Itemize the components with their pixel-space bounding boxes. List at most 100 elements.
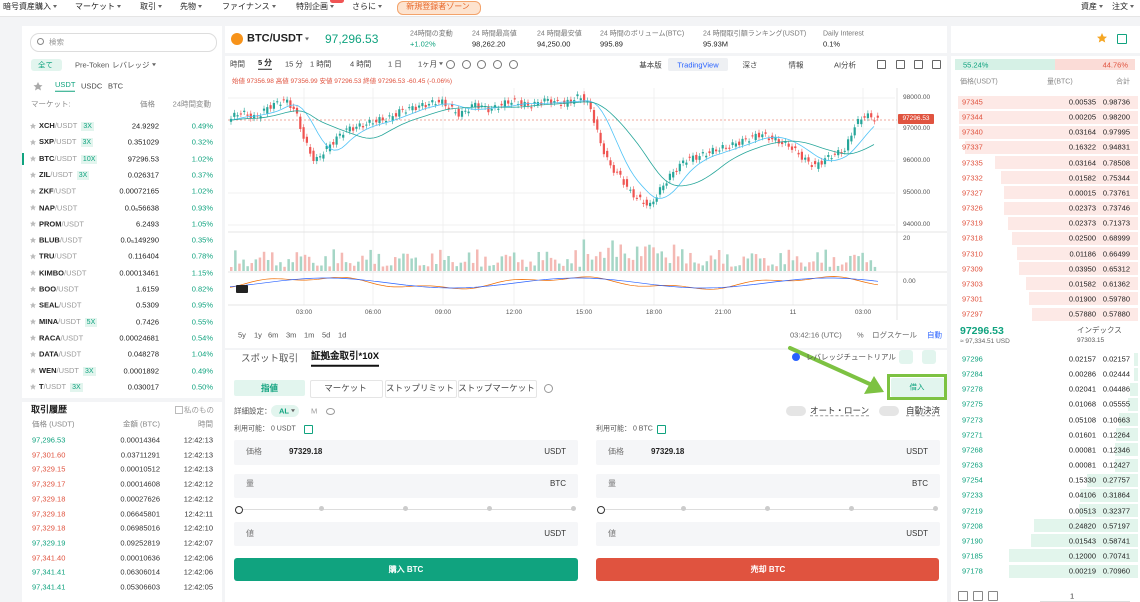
m-label[interactable]: M	[311, 406, 318, 416]
mine-check[interactable]	[175, 406, 183, 414]
market-row[interactable]: TRU/USDT	[39, 252, 77, 261]
percent-toggle[interactable]: %	[857, 330, 864, 340]
book-price[interactable]: 97273	[962, 414, 983, 424]
book-price[interactable]: 97233	[962, 490, 983, 500]
view-label[interactable]: 深さ	[742, 59, 758, 69]
order-type-label[interactable]: ストップマーケット	[458, 382, 535, 393]
promo-link[interactable]: 新規登録者ゾーン	[406, 2, 470, 11]
order-type-label[interactable]: ストップリミット	[385, 382, 455, 393]
market-row[interactable]: BLUB/USDT	[39, 236, 82, 244]
range-btn[interactable]: 1d	[338, 330, 347, 340]
book-price[interactable]: 97345	[962, 97, 983, 107]
nav-item[interactable]: 先物	[180, 3, 202, 11]
book-price[interactable]: 97275	[962, 399, 983, 409]
book-price[interactable]: 97296	[962, 354, 983, 364]
book-view-icon[interactable]	[973, 591, 983, 601]
settings-icon[interactable]	[922, 350, 936, 364]
slider-dot[interactable]	[933, 506, 938, 511]
log-toggle[interactable]: ログスケール	[872, 330, 917, 340]
nav-item[interactable]: 暗号資産購入	[3, 3, 57, 11]
order-type[interactable]	[458, 380, 537, 398]
book-price[interactable]: 97326	[962, 203, 983, 213]
tutorial-link[interactable]: レバレッジチュートリアル	[806, 352, 896, 362]
nav-item[interactable]: 特別企画	[296, 3, 334, 11]
settings-icon[interactable]	[899, 350, 913, 364]
market-row[interactable]: NAP/USDT	[39, 204, 77, 212]
view-label[interactable]: TradingView	[677, 59, 719, 69]
pair-name[interactable]: BTC/USDT	[247, 33, 309, 45]
book-price[interactable]: 97301	[962, 294, 983, 304]
market-tab[interactable]: 全て	[38, 60, 53, 70]
quote-tab[interactable]: BTC	[108, 81, 123, 91]
tool-icon[interactable]	[493, 60, 502, 69]
market-row[interactable]: XCH/USDT 3X	[39, 122, 94, 131]
book-price[interactable]: 97310	[962, 248, 983, 258]
mine-filter[interactable]: 私のもの	[184, 405, 214, 415]
nav-right[interactable]: 資産	[1081, 3, 1103, 11]
slider-dot[interactable]	[571, 506, 576, 511]
range-btn[interactable]: 5y	[238, 330, 246, 340]
toggle[interactable]	[879, 406, 899, 416]
tool-icon[interactable]	[446, 60, 455, 69]
view-btn[interactable]	[668, 58, 728, 71]
nav-item[interactable]: マーケット	[75, 3, 121, 11]
book-price[interactable]: 97268	[962, 445, 983, 455]
order-type[interactable]	[234, 380, 305, 396]
slider-dot[interactable]	[403, 506, 408, 511]
market-tab[interactable]: レバレッジ	[112, 61, 156, 69]
chart-icon[interactable]	[914, 60, 923, 69]
interval[interactable]: 1 日	[388, 59, 402, 69]
chart-icon[interactable]	[896, 60, 905, 69]
market-row[interactable]: RACA/USDT	[39, 334, 83, 342]
market-row[interactable]: T/USDT 3X	[39, 383, 83, 392]
al-label[interactable]: AL	[279, 407, 295, 415]
interval[interactable]: 5 分	[258, 59, 272, 70]
book-price[interactable]: 97319	[962, 218, 983, 228]
market-row[interactable]: ZKF/USDT	[39, 187, 76, 195]
chart-icon[interactable]	[877, 60, 886, 69]
range-btn[interactable]: 1m	[304, 330, 315, 340]
book-price[interactable]: 97327	[962, 188, 983, 198]
buy-button-label[interactable]: 購入 BTC	[388, 564, 424, 574]
buy-button[interactable]	[234, 558, 578, 581]
slider-dot[interactable]	[765, 506, 770, 511]
market-row[interactable]: BOO/USDT	[39, 285, 79, 293]
price-input[interactable]	[596, 440, 940, 465]
interval[interactable]: 時間	[230, 59, 245, 69]
book-price[interactable]: 97271	[962, 430, 983, 439]
slider-dot[interactable]	[235, 506, 243, 514]
book-view-icon[interactable]	[988, 591, 998, 601]
range-btn[interactable]: 1y	[254, 330, 262, 340]
slider-dot[interactable]	[849, 506, 854, 511]
qty-input[interactable]	[596, 474, 940, 498]
nav-item[interactable]: 取引	[140, 3, 162, 11]
market-row[interactable]: ZIL/USDT 3X	[39, 171, 90, 180]
book-price[interactable]: 97284	[962, 369, 983, 379]
book-view-icon[interactable]	[958, 591, 968, 601]
order-type[interactable]	[310, 380, 383, 398]
trade-tab[interactable]: 証拠金取引*10X	[311, 352, 380, 367]
market-row[interactable]: KIMBO/USDT	[39, 269, 87, 277]
quote-tab[interactable]: USDT	[55, 81, 76, 92]
search-box[interactable]	[30, 33, 217, 52]
deposit-icon[interactable]	[657, 425, 666, 434]
tool-icon[interactable]	[509, 60, 518, 69]
market-row[interactable]: PROM/USDT	[39, 220, 84, 228]
price-input[interactable]	[234, 440, 578, 465]
book-price[interactable]: 97190	[962, 536, 983, 546]
slider-dot[interactable]	[319, 506, 324, 511]
view-label[interactable]: AI分析	[833, 59, 857, 69]
market-tab[interactable]: Pre-Token	[75, 60, 110, 70]
toggle[interactable]	[786, 406, 806, 416]
nav-item[interactable]: さらに	[352, 3, 382, 11]
order-type-label[interactable]: 指値	[260, 382, 279, 393]
qty-input[interactable]	[234, 474, 578, 498]
market-row[interactable]: SEAL/USDT	[39, 301, 82, 310]
book-price[interactable]: 97303	[962, 279, 983, 289]
value-input[interactable]	[596, 522, 940, 546]
book-price[interactable]: 97219	[962, 505, 983, 515]
market-row[interactable]: WEN/USDT 3X	[39, 366, 96, 376]
range-btn[interactable]: 5d	[322, 330, 331, 340]
market-row[interactable]: MINA/USDT 5X	[39, 317, 98, 327]
book-price[interactable]: 97208	[962, 520, 983, 530]
